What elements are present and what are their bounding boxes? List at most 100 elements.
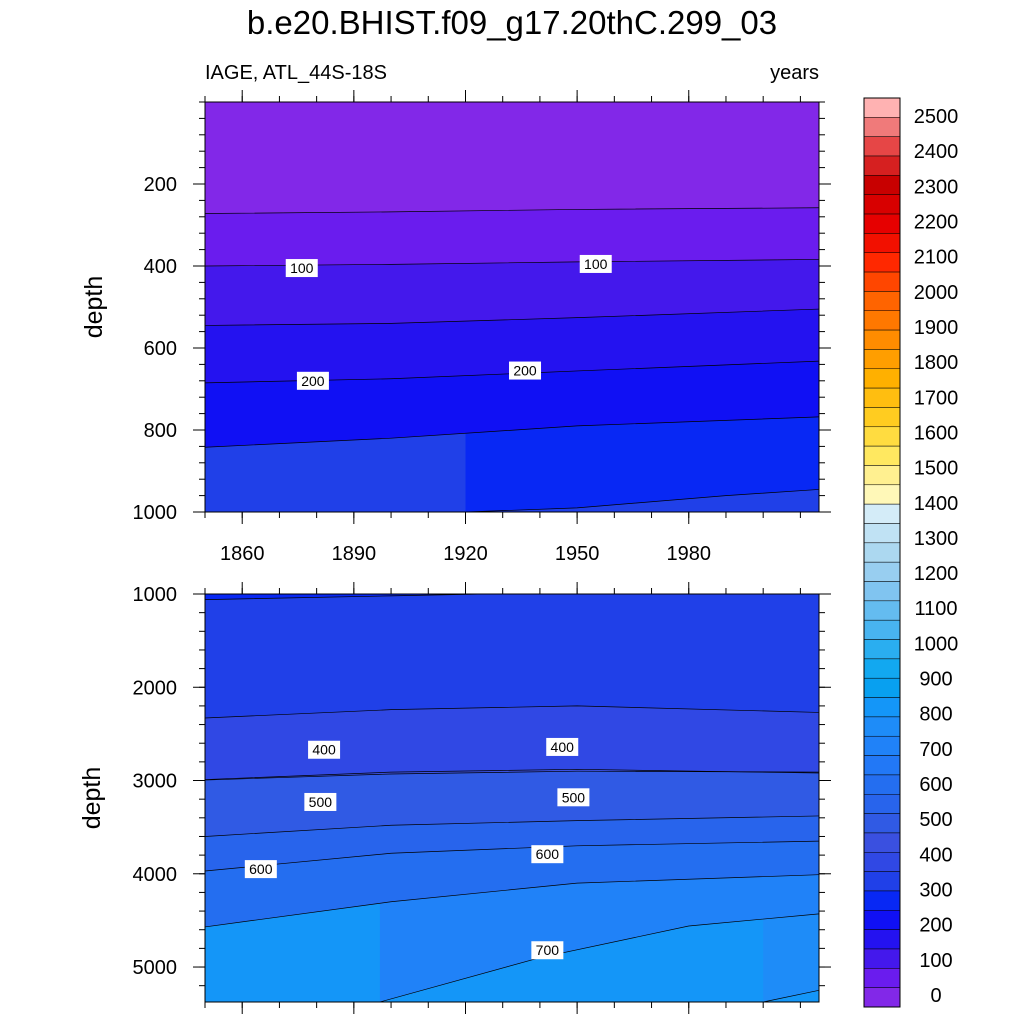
colorbar-label: 1200 <box>914 563 959 585</box>
colorbar-swatch <box>863 774 901 795</box>
colorbar-label: 900 <box>919 669 952 691</box>
colorbar-label: 2100 <box>914 247 959 269</box>
x-tick-label: 1920 <box>443 543 488 565</box>
colorbar-swatch <box>863 387 901 408</box>
colorbar-label: 800 <box>919 704 952 726</box>
colorbar-swatch <box>863 639 901 660</box>
colorbar-label: 200 <box>919 915 952 937</box>
colorbar-swatch <box>863 794 901 814</box>
contour-label: 100 <box>290 260 314 276</box>
colorbar-label: 300 <box>919 880 952 902</box>
colorbar-label: 700 <box>919 739 952 761</box>
panel-lower: 400 400 500 500 600 600 700 1000 2000 3000 4000 500… <box>78 582 831 1014</box>
colorbar-swatch <box>863 97 901 118</box>
contour-line-300 <box>465 489 820 513</box>
contour-line-250 <box>204 416 820 448</box>
units-subtitle: years <box>770 62 819 84</box>
colorbar-label: 1400 <box>914 493 959 515</box>
contour-label-box <box>579 254 612 273</box>
colorbar-swatch <box>863 291 901 311</box>
colorbar-swatch <box>863 155 901 176</box>
contour-line-350 <box>204 705 820 719</box>
y-tick-label: 200 <box>144 174 177 196</box>
x-tick-label: 1860 <box>220 543 265 565</box>
contour-label: 200 <box>301 373 325 389</box>
y-axis-title-lower: depth <box>78 767 106 830</box>
colorbar-label: 1900 <box>914 317 959 339</box>
y-tick-label: 2000 <box>133 677 178 699</box>
contour-line-150 <box>204 308 820 326</box>
colorbar-swatch <box>863 813 901 834</box>
y-tick-label: 400 <box>144 256 177 278</box>
colorbar-label: 100 <box>919 950 952 972</box>
colorbar-swatch <box>863 600 901 621</box>
contour-line-700 <box>763 990 820 1003</box>
colorbar-swatch <box>863 910 901 930</box>
contour-label-box <box>557 788 590 807</box>
colorbar-swatch <box>863 117 901 137</box>
contour-label-box <box>296 371 329 390</box>
colorbar-swatch <box>863 349 901 370</box>
colorbar-label: 1600 <box>914 422 959 444</box>
x-tick-label: 1950 <box>555 543 600 565</box>
contour-label: 600 <box>249 861 273 877</box>
contour-line-400 <box>204 768 820 780</box>
plot-frame-lower <box>204 593 820 1003</box>
contour-line-300 <box>204 593 485 600</box>
contour-line-450 <box>204 770 820 781</box>
colorbar-swatch <box>863 252 901 273</box>
colorbar-label: 2400 <box>914 141 959 163</box>
colorbar-label: 2000 <box>914 282 959 304</box>
colorbar-swatch <box>863 426 901 447</box>
colorbar-label: 2300 <box>914 176 959 198</box>
colorbar-label: 400 <box>919 844 952 866</box>
colorbar-label: 2500 <box>914 106 959 128</box>
plot-frame-upper <box>204 101 820 513</box>
contour-line-600 <box>204 874 820 928</box>
colorbar-label: 2200 <box>914 211 959 233</box>
colorbar-swatch <box>863 503 901 524</box>
colorbar-swatch <box>863 445 901 466</box>
contour-line-650 <box>379 913 820 1003</box>
colorbar-label: 1000 <box>914 633 959 655</box>
colorbar-swatch <box>863 677 901 698</box>
y-tick-label: 1000 <box>133 584 178 606</box>
colorbar: 2500240023002200210020001900180017001600… <box>863 97 959 1008</box>
contour-line-550 <box>204 840 820 872</box>
colorbar-swatch <box>863 213 901 234</box>
contour-label-box <box>546 737 579 756</box>
contour-label-box <box>531 941 564 960</box>
colorbar-swatch <box>863 832 901 853</box>
colorbar-swatch <box>863 890 901 911</box>
colorbar-swatch <box>863 368 901 389</box>
contour-band-50 <box>205 102 819 214</box>
colorbar-label: 1100 <box>914 598 957 620</box>
contour-label-box <box>304 792 337 811</box>
colorbar-swatch <box>863 581 901 602</box>
y-tick-label: 1000 <box>133 502 178 524</box>
colorbar-label: 0 <box>930 985 941 1007</box>
colorbar-frame <box>863 97 901 1008</box>
contour-label: 500 <box>309 794 333 810</box>
colorbar-swatch <box>863 542 901 563</box>
colorbar-swatch <box>863 871 901 892</box>
y-tick-label: 800 <box>144 420 177 442</box>
y-axis-title-upper: depth <box>80 276 108 339</box>
contour-label: 600 <box>536 846 560 862</box>
colorbar-swatch <box>863 310 901 331</box>
colorbar-swatch <box>863 716 901 737</box>
x-tick-label: 1980 <box>667 543 712 565</box>
contour-label: 100 <box>584 256 608 272</box>
colorbar-label: 1700 <box>914 387 959 409</box>
colorbar-label: 1300 <box>914 528 959 550</box>
colorbar-swatch <box>863 852 901 872</box>
contour-band-350 <box>205 594 819 719</box>
colorbar-swatch <box>863 407 901 428</box>
colorbar-swatch <box>863 929 901 950</box>
colorbar-swatch <box>863 561 901 582</box>
contour-label: 700 <box>536 942 560 958</box>
y-tick-label: 600 <box>144 338 177 360</box>
contour-label-box <box>244 860 277 879</box>
colorbar-swatch <box>863 175 901 195</box>
contour-label: 400 <box>312 742 336 758</box>
